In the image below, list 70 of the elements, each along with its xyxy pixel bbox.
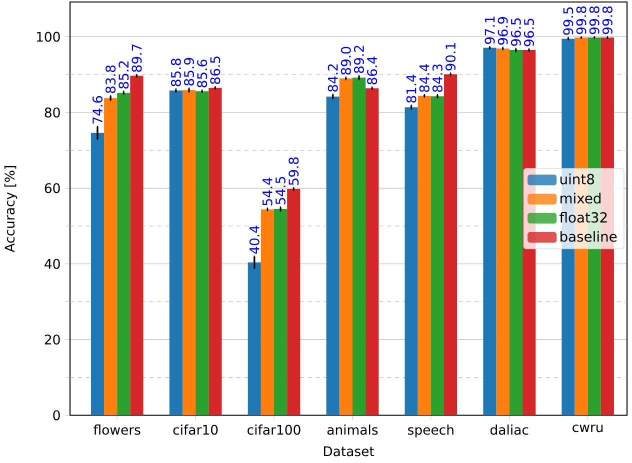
x-tick-label: speech [408,424,454,438]
x-tick-label: cwru [572,424,603,432]
bar [430,96,444,416]
data-label: 89.0 [340,46,351,75]
legend-label: baseline [560,231,617,242]
bar [196,91,209,416]
bar [104,98,118,416]
bar [90,133,104,416]
y-tick-label: 100 [36,32,60,42]
data-label: 74.6 [92,96,102,124]
x-tick-label: daliac [490,424,528,435]
y-tick-label: 40 [44,258,60,269]
data-label: 84.3 [432,64,442,92]
x-axis-title: Dataset [324,446,374,456]
bar [130,76,144,416]
legend-label: uint8 [560,174,594,184]
data-label: 99.8 [602,6,612,34]
bar [274,209,288,416]
bar [169,90,182,416]
bar [509,50,522,416]
bar [483,48,496,416]
bar [248,262,261,416]
data-label: 84.2 [328,64,338,92]
data-label: 83.8 [106,66,116,94]
data-label: 54.5 [276,177,286,204]
bar [287,189,300,416]
legend-label: float32 [560,212,607,223]
data-label: 96.5 [524,18,534,46]
bar [260,209,274,416]
bar [339,78,352,416]
x-tick-label: animals [327,424,378,435]
data-label: 89.2 [354,46,364,74]
data-label: 85.8 [170,58,181,86]
bar [117,92,130,416]
data-label: 40.4 [249,226,260,254]
data-label: 86.5 [210,56,220,84]
bar [366,88,379,416]
data-label: 84.4 [419,64,430,92]
y-tick-label: 0 [53,410,60,420]
bar [404,107,418,416]
legend-label: mixed [560,192,601,204]
data-label: 86.4 [367,56,378,84]
bar [444,74,458,416]
bar [418,96,431,416]
bar [496,48,510,416]
bar [326,96,340,416]
data-label: 85.6 [197,60,208,88]
data-label: 89.7 [132,44,142,72]
data-label: 81.4 [406,74,416,103]
y-tick-label: 60 [44,183,60,194]
bar [352,78,366,416]
data-label: 85.2 [118,61,129,89]
x-tick-label: cifar100 [248,424,300,435]
data-label: 96.9 [498,17,508,45]
y-axis-title: Accuracy [%] [4,166,18,252]
data-label: 90.1 [446,43,456,71]
data-label: 99.8 [589,6,600,34]
data-label: 99.8 [576,6,586,34]
data-label: 85.9 [184,58,194,86]
bar [182,90,196,416]
bar [208,88,222,416]
data-label: 59.8 [288,158,299,186]
y-tick-label: 80 [44,108,60,118]
data-label: 54.4 [262,178,272,206]
x-tick-label: flowers [94,424,140,435]
y-tick-label: 20 [44,334,60,345]
data-label: 99.5 [563,8,574,35]
data-label: 96.5 [510,18,521,46]
x-tick-label: cifar10 [173,424,218,435]
data-label: 97.1 [484,16,495,44]
